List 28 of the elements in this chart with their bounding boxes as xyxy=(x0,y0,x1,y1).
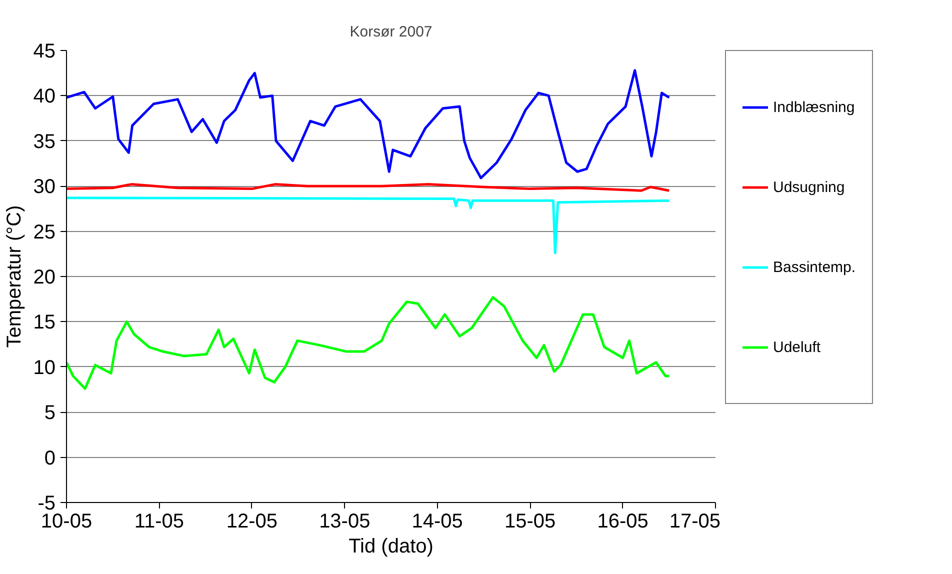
x-tick-label: 11-05 xyxy=(134,510,184,532)
legend-label: Udeluft xyxy=(773,338,821,358)
y-tick-label: 25 xyxy=(33,221,56,244)
line-series xyxy=(66,296,670,390)
x-tick-label: 12-05 xyxy=(226,510,278,532)
y-tick-label: 5 xyxy=(44,402,56,424)
y-tick-label: 35 xyxy=(33,130,56,153)
legend-label: Indblæsning xyxy=(773,98,855,118)
y-tick-label: 0 xyxy=(44,447,56,470)
x-tick-label: 14-05 xyxy=(412,510,463,532)
legend-label: Udsugning xyxy=(773,178,845,198)
line-series xyxy=(66,183,670,192)
y-tick-label: 20 xyxy=(33,266,56,288)
line-series xyxy=(66,69,670,180)
y-tick-label: 15 xyxy=(33,312,56,334)
x-tick-label: 17-05 xyxy=(669,510,721,532)
y-tick-label: 10 xyxy=(33,356,56,379)
x-tick-label: 13-05 xyxy=(319,510,370,532)
chart-title: Korsør 2007 xyxy=(350,24,432,40)
y-tick-label: 45 xyxy=(33,40,56,62)
y-tick-label: 30 xyxy=(33,176,56,198)
y-tick-label: 40 xyxy=(33,86,56,108)
line-series xyxy=(66,196,670,254)
x-axis-title: Tid (dato) xyxy=(348,536,434,558)
y-axis-title: Temperatur (°C) xyxy=(3,205,26,348)
x-tick-label: 15-05 xyxy=(504,510,556,532)
legend-label: Bassintemp. xyxy=(773,258,856,278)
x-tick-label: 16-05 xyxy=(597,510,648,532)
